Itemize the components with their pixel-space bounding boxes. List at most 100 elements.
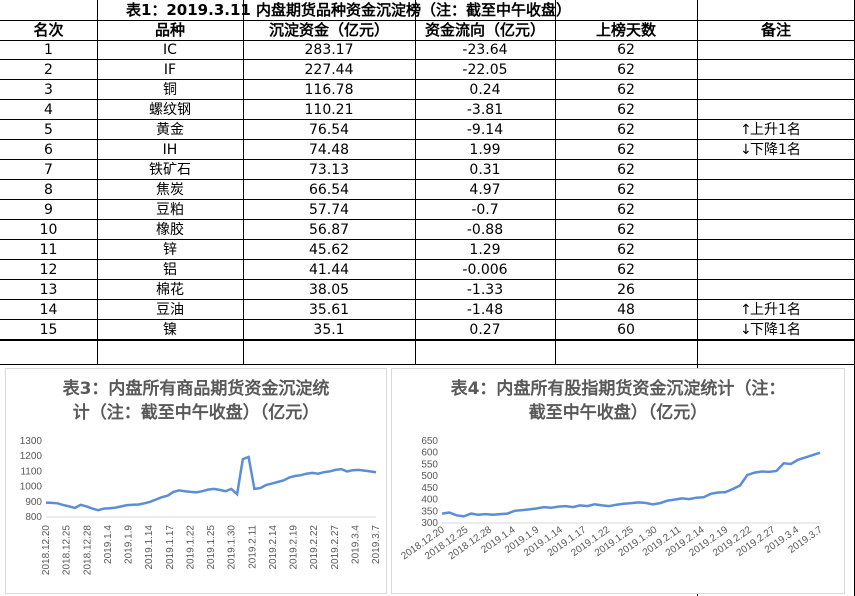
cell-capital[interactable]: 57.74 xyxy=(308,202,350,218)
cell-days[interactable]: 48 xyxy=(617,302,635,318)
cell-flow[interactable]: 0.31 xyxy=(469,162,501,178)
cell-name[interactable]: 豆油 xyxy=(156,302,184,318)
cell-name[interactable]: 豆粕 xyxy=(156,202,184,218)
cell-flow[interactable]: 0.27 xyxy=(469,322,501,338)
cell-rank[interactable]: 2 xyxy=(44,62,53,78)
cell-name[interactable]: 焦炭 xyxy=(156,182,184,198)
cell-capital[interactable]: 110.21 xyxy=(304,102,354,118)
cell-days[interactable]: 62 xyxy=(617,262,635,278)
cell-rank[interactable]: 10 xyxy=(39,222,58,238)
cell-rank[interactable]: 11 xyxy=(39,242,58,258)
note-text: 下降1名 xyxy=(750,142,801,158)
cell-capital[interactable]: 35.61 xyxy=(308,302,350,318)
cell-days[interactable]: 60 xyxy=(617,322,635,338)
cell-note[interactable] xyxy=(740,220,850,240)
cell-capital[interactable]: 227.44 xyxy=(304,62,354,78)
header-capital[interactable]: 沉淀资金（亿元） xyxy=(268,21,389,39)
cell-days[interactable]: 62 xyxy=(617,242,635,258)
cell-rank[interactable]: 4 xyxy=(44,102,53,118)
cell-capital[interactable]: 76.54 xyxy=(308,122,350,138)
cell-days[interactable]: 62 xyxy=(617,182,635,198)
cell-rank[interactable]: 5 xyxy=(44,122,53,138)
cell-days[interactable]: 62 xyxy=(617,82,635,98)
cell-capital[interactable]: 66.54 xyxy=(308,182,350,198)
cell-capital[interactable]: 73.13 xyxy=(308,162,350,178)
cell-note[interactable] xyxy=(740,160,850,180)
cell-flow[interactable]: 1.99 xyxy=(469,142,501,158)
cell-rank[interactable]: 6 xyxy=(44,142,53,158)
cell-rank[interactable]: 13 xyxy=(39,282,58,298)
cell-flow[interactable]: -1.33 xyxy=(466,282,504,298)
cell-rank[interactable]: 14 xyxy=(39,302,58,318)
table-row: 13 棉花 38.05 -1.33 26 xyxy=(0,280,855,300)
cell-name[interactable]: IF xyxy=(163,62,177,78)
cell-name[interactable]: IH xyxy=(162,142,178,158)
cell-capital[interactable]: 41.44 xyxy=(308,262,350,278)
cell-days[interactable]: 62 xyxy=(617,142,635,158)
cell-note[interactable]: ↑上升1名 xyxy=(740,300,850,320)
cell-name[interactable]: 镍 xyxy=(163,322,177,338)
cell-note[interactable]: ↓下降1名 xyxy=(740,140,850,160)
cell-rank[interactable]: 1 xyxy=(44,42,53,58)
cell-name[interactable]: 锌 xyxy=(163,242,177,258)
cell-days[interactable]: 62 xyxy=(617,42,635,58)
cell-note[interactable] xyxy=(740,260,850,280)
cell-rank[interactable]: 7 xyxy=(44,162,53,178)
cell-note[interactable] xyxy=(740,40,850,60)
cell-flow[interactable]: -9.14 xyxy=(466,122,504,138)
cell-days[interactable]: 62 xyxy=(617,202,635,218)
cell-flow[interactable]: 0.24 xyxy=(469,82,501,98)
cell-note[interactable] xyxy=(740,60,850,80)
cell-days[interactable]: 62 xyxy=(617,102,635,118)
cell-capital[interactable]: 74.48 xyxy=(308,142,350,158)
cell-rank[interactable]: 12 xyxy=(39,262,58,278)
cell-name[interactable]: 铝 xyxy=(163,262,177,278)
cell-rank[interactable]: 3 xyxy=(44,82,53,98)
header-name[interactable]: 品种 xyxy=(154,21,185,39)
cell-name[interactable]: IC xyxy=(163,42,177,58)
header-rank[interactable]: 名次 xyxy=(33,21,64,39)
cell-note[interactable] xyxy=(740,180,850,200)
cell-rank[interactable]: 9 xyxy=(44,202,53,218)
cell-days[interactable]: 62 xyxy=(617,62,635,78)
cell-flow[interactable]: 1.29 xyxy=(469,242,501,258)
cell-note[interactable]: ↑上升1名 xyxy=(740,120,850,140)
cell-rank[interactable]: 8 xyxy=(44,182,53,198)
cell-days[interactable]: 62 xyxy=(617,222,635,238)
cell-capital[interactable]: 35.1 xyxy=(313,322,345,338)
cell-flow[interactable]: -3.81 xyxy=(466,102,504,118)
cell-flow[interactable]: -22.05 xyxy=(462,62,508,78)
cell-name[interactable]: 铁矿石 xyxy=(149,162,191,178)
grid-line xyxy=(0,99,855,100)
cell-flow[interactable]: -0.006 xyxy=(462,262,508,278)
header-note[interactable]: 备注 xyxy=(760,21,791,39)
cell-note[interactable] xyxy=(740,100,850,120)
cell-days[interactable]: 62 xyxy=(617,162,635,178)
cell-capital[interactable]: 56.87 xyxy=(308,222,350,238)
cell-capital[interactable]: 283.17 xyxy=(304,42,354,58)
cell-rank[interactable]: 15 xyxy=(39,322,58,338)
cell-note[interactable] xyxy=(740,280,850,300)
cell-name[interactable]: 黄金 xyxy=(156,122,184,138)
grid-line xyxy=(0,59,855,60)
cell-days[interactable]: 62 xyxy=(617,122,635,138)
cell-note[interactable] xyxy=(740,240,850,260)
cell-name[interactable]: 棉花 xyxy=(156,282,184,298)
cell-flow[interactable]: -1.48 xyxy=(466,302,504,318)
cell-days[interactable]: 26 xyxy=(617,282,635,298)
cell-flow[interactable]: -23.64 xyxy=(462,42,508,58)
cell-name[interactable]: 螺纹钢 xyxy=(149,102,191,118)
cell-flow[interactable]: -0.88 xyxy=(466,222,504,238)
cell-flow[interactable]: 4.97 xyxy=(469,182,501,198)
header-days[interactable]: 上榜天数 xyxy=(595,21,656,39)
cell-note[interactable]: ↓下降1名 xyxy=(740,320,850,340)
cell-flow[interactable]: -0.7 xyxy=(471,202,499,218)
cell-capital[interactable]: 116.78 xyxy=(304,82,354,98)
cell-name[interactable]: 铜 xyxy=(163,82,177,98)
cell-name[interactable]: 橡胶 xyxy=(156,222,184,238)
cell-note[interactable] xyxy=(740,80,850,100)
cell-note[interactable] xyxy=(740,200,850,220)
header-flow[interactable]: 资金流向（亿元） xyxy=(424,21,545,39)
cell-capital[interactable]: 45.62 xyxy=(308,242,350,258)
cell-capital[interactable]: 38.05 xyxy=(308,282,350,298)
